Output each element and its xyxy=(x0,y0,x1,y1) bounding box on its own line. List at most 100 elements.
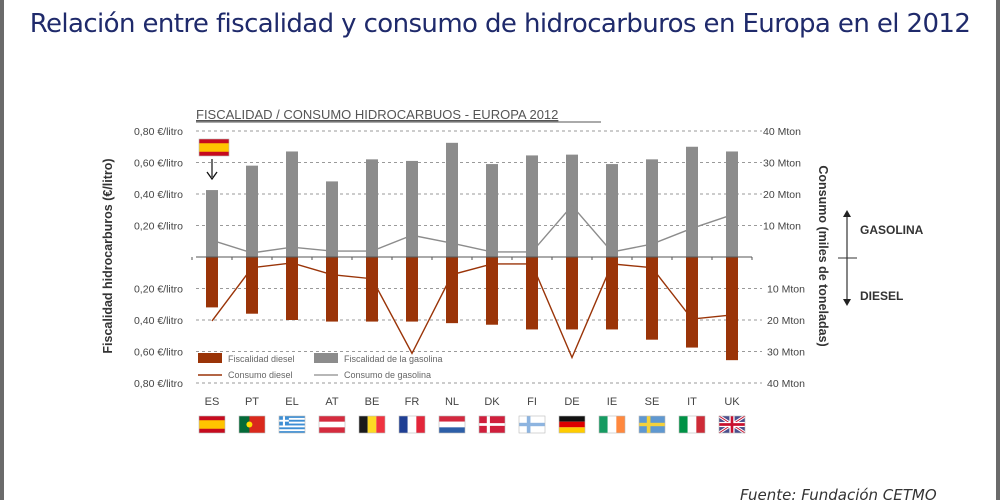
arrow-head-icon xyxy=(206,171,218,181)
bar-diesel-fi xyxy=(526,257,538,330)
flag-part xyxy=(279,431,305,433)
y-tick-right: 10 Mton xyxy=(767,284,805,296)
y-tick-left: 0,60 €/litro xyxy=(134,347,183,359)
y-tick-left: 0,40 €/litro xyxy=(134,315,183,327)
bar-diesel-de xyxy=(566,257,578,330)
flag-ie-icon xyxy=(598,415,626,434)
flag-border xyxy=(518,415,546,434)
flags-row xyxy=(198,414,746,435)
x-tick-label: PT xyxy=(245,396,259,408)
flag-part xyxy=(199,420,225,429)
legend-swatch-diesel-bar xyxy=(198,353,222,363)
flag-dk-icon xyxy=(478,415,506,434)
page-title: Relación entre fiscalidad y consumo de h… xyxy=(29,9,971,39)
flag-part xyxy=(696,416,705,433)
y-tick-left: 0,20 €/litro xyxy=(134,284,183,296)
x-tick-label: ES xyxy=(205,396,220,408)
bar-diesel-at xyxy=(326,257,338,322)
flag-part xyxy=(376,416,385,433)
flag-border xyxy=(358,415,386,434)
bar-gasolina-pt xyxy=(246,165,258,257)
x-tick-label: IE xyxy=(607,396,617,408)
flag-be-icon xyxy=(358,415,386,434)
bar-diesel-it xyxy=(686,257,698,348)
x-tick-label: SE xyxy=(645,396,660,408)
bar-gasolina-at xyxy=(326,181,338,257)
bar-gasolina-uk xyxy=(726,151,738,257)
flag-it-icon xyxy=(678,415,706,434)
flag-border xyxy=(558,415,586,434)
flag-part xyxy=(559,416,585,422)
flag-part xyxy=(399,416,408,433)
flag-part xyxy=(719,423,745,426)
flag-part xyxy=(679,416,688,433)
bar-diesel-uk xyxy=(726,257,738,361)
y-tick-right: 40 Mton xyxy=(767,378,805,390)
bar-gasolina-ie xyxy=(606,164,618,257)
y-tick-left: 0,40 €/litro xyxy=(134,189,183,201)
x-axis xyxy=(191,256,753,260)
direction-indicator: GASOLINA DIESEL xyxy=(838,210,924,306)
legend-label-fiscalidad-diesel: Fiscalidad diesel xyxy=(228,354,295,364)
bar-diesel-fr xyxy=(406,257,418,322)
y-tick-left: 0,80 €/litro xyxy=(134,126,183,138)
bar-diesel-nl xyxy=(446,257,458,324)
flag-border xyxy=(638,415,666,434)
line-consumo-diesel xyxy=(211,262,733,360)
bar-diesel-be xyxy=(366,257,378,322)
flag-es-highlight-icon xyxy=(198,138,230,157)
y-tick-left: 0,60 €/litro xyxy=(134,158,183,170)
frame-right-border xyxy=(996,0,1000,500)
label-gasolina: GASOLINA xyxy=(860,223,924,237)
y-tick-left: 0,80 €/litro xyxy=(134,378,183,390)
flag-es-icon xyxy=(198,415,226,434)
flag-pt-icon xyxy=(238,415,266,434)
flag-part xyxy=(279,419,305,422)
flag-border xyxy=(238,415,266,434)
flag-part xyxy=(416,416,425,433)
legend-label-consumo-diesel: Consumo diesel xyxy=(228,370,293,380)
flag-part xyxy=(439,427,465,433)
flag-part xyxy=(319,421,345,428)
flag-part xyxy=(607,416,617,433)
bar-gasolina-dk xyxy=(486,164,498,257)
arrow-down-icon xyxy=(843,299,851,306)
y-tick-left: 0,20 €/litro xyxy=(134,221,183,233)
y-tick-right: 30 Mton xyxy=(767,347,805,359)
bar-gasolina-se xyxy=(646,159,658,257)
flag-part xyxy=(439,416,465,422)
line-consumo-gasolina xyxy=(211,204,733,254)
x-tick-label: FR xyxy=(405,396,420,408)
flag-border xyxy=(678,415,706,434)
flag-border xyxy=(438,415,466,434)
bar-gasolina-fi xyxy=(526,155,538,257)
flag-part xyxy=(519,422,545,427)
flag-border xyxy=(318,415,346,434)
gridlines xyxy=(196,130,762,384)
flag-part xyxy=(246,421,253,428)
flag-part xyxy=(687,416,697,433)
source-note: Fuente: Fundación CETMO xyxy=(740,486,937,504)
y-tick-right: 20 Mton xyxy=(763,189,801,201)
flag-part xyxy=(479,423,505,426)
bars xyxy=(206,142,738,361)
flag-part xyxy=(559,427,585,433)
label-diesel: DIESEL xyxy=(860,289,903,303)
x-tick-label: FI xyxy=(527,396,537,408)
bar-gasolina-el xyxy=(286,151,298,257)
flag-part xyxy=(439,421,465,428)
bar-diesel-es xyxy=(206,257,218,308)
y-tick-right: 40 Mton xyxy=(763,126,801,138)
y-tick-right: 20 Mton xyxy=(767,315,805,327)
flag-border xyxy=(198,138,230,157)
x-tick-label: NL xyxy=(445,396,459,408)
flag-part xyxy=(279,419,289,422)
flag-part xyxy=(616,416,625,433)
legend: Fiscalidad diesel Fiscalidad de la gasol… xyxy=(198,353,443,380)
lines xyxy=(211,204,733,360)
x-tick-label: AT xyxy=(325,396,339,408)
legend-swatch-gasoline-bar xyxy=(314,353,338,363)
tick-labels: 0,80 €/litro 40 Mton 0,60 €/litro 30 Mton 0,… xyxy=(134,126,805,390)
flag-uk-icon xyxy=(718,414,746,435)
